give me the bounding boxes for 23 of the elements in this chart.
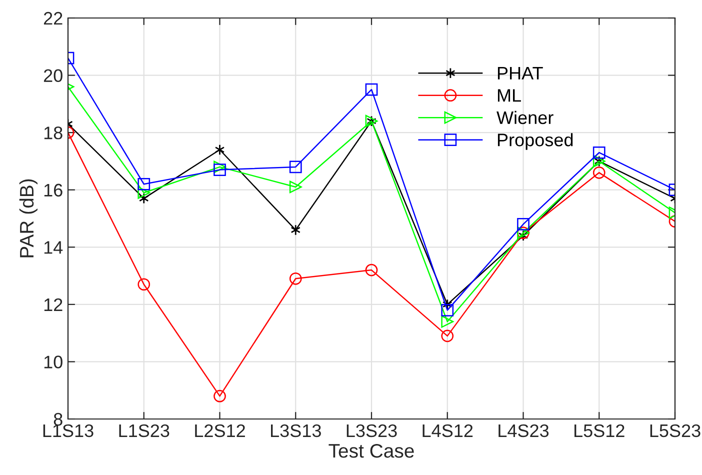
y-tick-label: 22 [44, 12, 62, 25]
x-tick-label: L1S23 [119, 424, 170, 438]
x-tick-label: L5S23 [650, 424, 700, 438]
y-axis-title: PAR (dB) [19, 179, 38, 258]
x-tick-label: L2S12 [195, 424, 245, 438]
legend-label: ML [498, 89, 521, 102]
y-tick-label: 12 [44, 298, 62, 311]
x-tick-label: L5S12 [574, 424, 624, 438]
y-tick-label: 14 [44, 241, 63, 254]
y-tick-label: 8 [54, 412, 62, 426]
y-tick-label: 18 [44, 126, 62, 140]
legend-label: Wiener [496, 110, 554, 124]
y-tick-label: 16 [44, 184, 62, 197]
legend-label: Proposed [498, 133, 573, 150]
x-tick-label: L4S12 [422, 424, 473, 438]
x-tick-label: L1S13 [43, 424, 94, 438]
x-tick-label: L4S23 [498, 424, 549, 438]
y-tick-label: 10 [44, 356, 62, 368]
x-tick-label: L3S23 [346, 424, 397, 438]
x-tick-label: L3S13 [271, 424, 321, 438]
legend-label: PHAT [498, 66, 543, 80]
y-tick-label: 20 [44, 69, 62, 82]
x-axis-title: Test Case [328, 444, 414, 458]
